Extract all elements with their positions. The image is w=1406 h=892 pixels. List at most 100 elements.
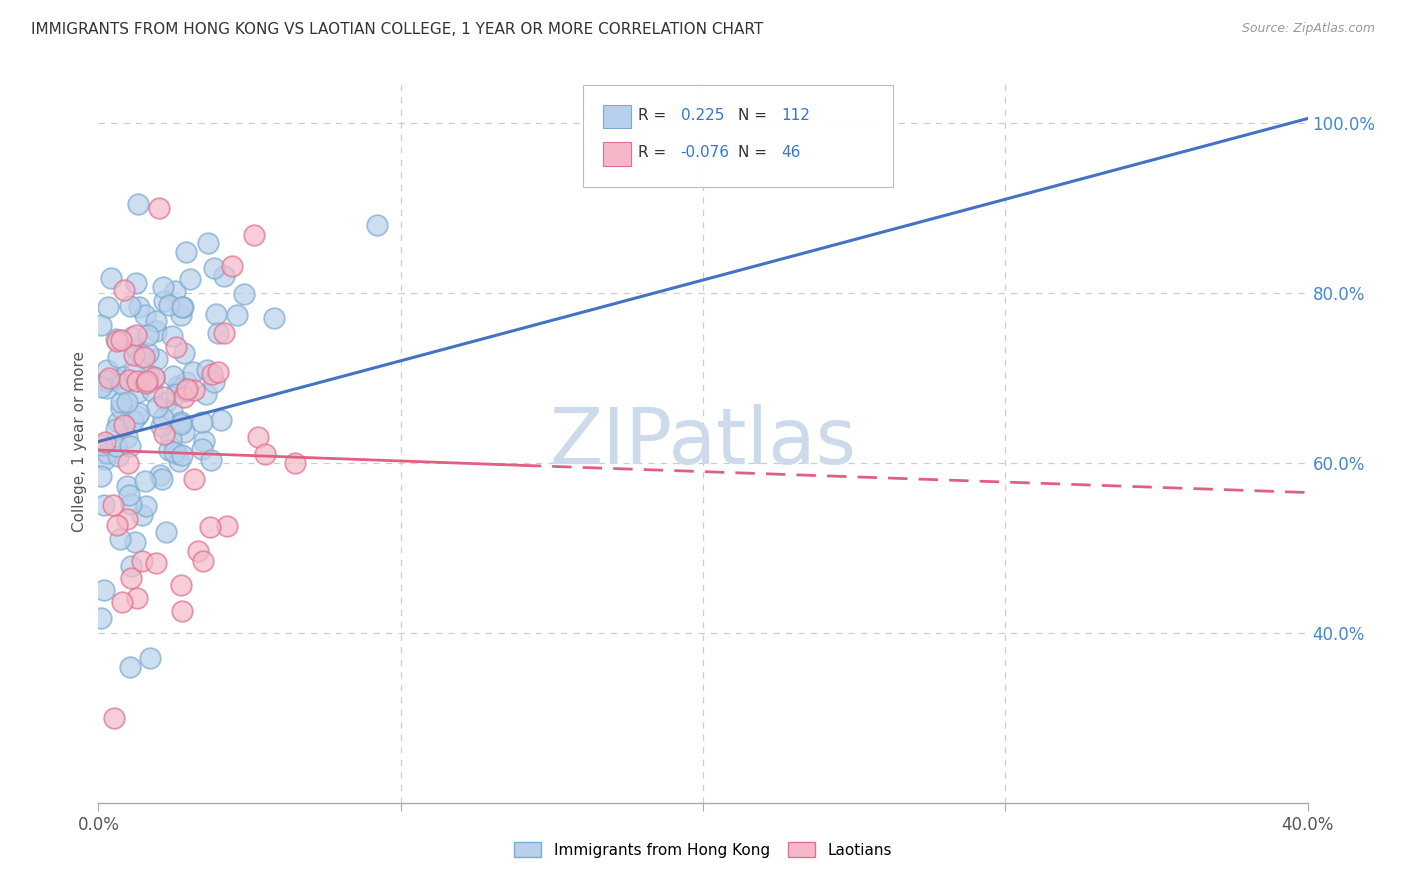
Point [124, 535, 146, 549]
Point [153, 427, 176, 442]
Point [170, 577, 193, 591]
Point [226, 308, 249, 322]
Point [111, 369, 134, 384]
Point [170, 309, 193, 323]
Point [118, 373, 141, 387]
Legend: Immigrants from Hong Kong, Laotians: Immigrants from Hong Kong, Laotians [508, 836, 898, 863]
Point [197, 236, 219, 251]
Point [134, 308, 156, 322]
Point [145, 314, 167, 328]
Point [191, 553, 214, 567]
Point [212, 268, 235, 283]
Point [120, 497, 142, 511]
Point [165, 340, 187, 354]
Point [195, 363, 218, 377]
Point [105, 334, 128, 348]
Point [167, 454, 190, 468]
Point [105, 518, 128, 533]
Point [153, 293, 176, 308]
Point [145, 556, 167, 570]
Point [212, 326, 235, 340]
Point [117, 456, 139, 470]
Point [162, 444, 184, 458]
Point [181, 365, 204, 379]
Point [187, 544, 209, 558]
Point [96, 445, 118, 459]
Point [136, 346, 159, 360]
Point [115, 430, 138, 444]
Point [112, 418, 135, 433]
Point [152, 390, 174, 404]
Point [173, 425, 195, 440]
Point [134, 474, 156, 488]
Point [159, 433, 181, 447]
Point [122, 366, 145, 380]
Point [121, 330, 143, 344]
Point [191, 415, 214, 429]
Point [135, 376, 157, 391]
Point [200, 453, 222, 467]
Text: -0.076: -0.076 [681, 145, 730, 160]
Point [183, 383, 205, 397]
Point [120, 571, 142, 585]
Point [207, 326, 229, 341]
Point [141, 384, 163, 399]
Point [120, 439, 142, 453]
Point [105, 332, 128, 346]
Point [100, 271, 122, 285]
Point [118, 659, 141, 673]
Point [149, 418, 172, 433]
Point [125, 328, 148, 343]
Point [146, 400, 169, 414]
Point [90, 469, 112, 483]
Point [90, 611, 112, 625]
Point [135, 499, 157, 513]
Point [107, 415, 129, 429]
Point [243, 228, 266, 243]
Point [217, 519, 239, 533]
Point [152, 411, 174, 425]
Point [131, 508, 153, 523]
Point [127, 197, 149, 211]
Point [136, 328, 159, 343]
Point [149, 467, 172, 482]
Text: 0.225: 0.225 [681, 108, 724, 122]
Point [142, 370, 165, 384]
Point [124, 348, 146, 362]
Text: ZIPatlas: ZIPatlas [550, 403, 856, 480]
Point [284, 456, 307, 470]
Point [366, 218, 388, 232]
Text: R =: R = [638, 145, 672, 160]
Point [105, 422, 128, 436]
Point [193, 434, 215, 449]
Point [163, 284, 186, 298]
Point [174, 384, 197, 398]
Point [125, 343, 148, 357]
Point [94, 435, 117, 450]
Point [201, 367, 224, 381]
Point [96, 381, 118, 395]
Point [145, 351, 167, 366]
Point [157, 298, 180, 312]
Point [138, 368, 160, 382]
Point [247, 430, 270, 444]
Point [90, 380, 112, 394]
Point [183, 472, 205, 486]
Text: N =: N = [738, 108, 772, 122]
Point [176, 382, 198, 396]
Point [194, 387, 217, 401]
Text: 112: 112 [782, 108, 811, 122]
Point [107, 351, 129, 365]
Point [136, 374, 159, 388]
Point [125, 374, 148, 388]
Point [263, 311, 285, 326]
Point [162, 368, 184, 383]
Point [143, 370, 166, 384]
Point [176, 245, 198, 260]
Point [169, 415, 191, 429]
Point [96, 363, 118, 377]
Point [120, 299, 142, 313]
Point [221, 259, 243, 273]
Point [173, 390, 195, 404]
Point [117, 395, 139, 409]
